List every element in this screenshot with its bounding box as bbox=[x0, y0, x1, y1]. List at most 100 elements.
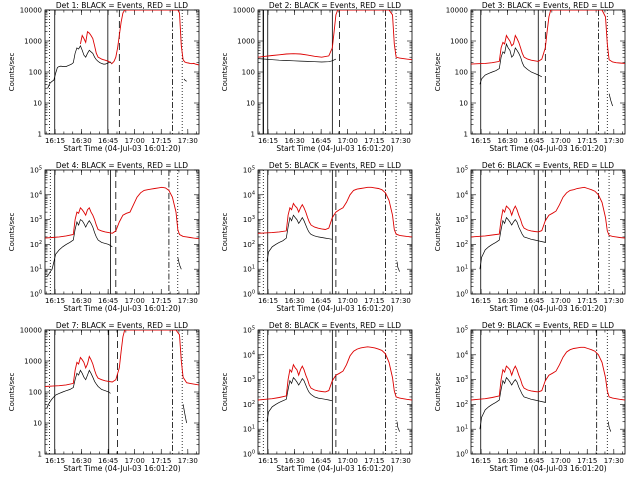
detector-panel: 1 10 100 1000 10000 16:15 16:30 16:45 17:00 17:15… bbox=[8, 1, 200, 153]
x-tick-label: 16:15 bbox=[258, 137, 278, 145]
x-tick-label: 16:30 bbox=[284, 297, 304, 305]
x-tick-label: 16:45 bbox=[98, 457, 118, 465]
x-tick-label: 16:30 bbox=[497, 457, 517, 465]
y-tick-label: 10000 bbox=[20, 327, 42, 335]
detector-panel: 1 10 100 1000 10000 16:15 16:30 16:45 17:00 17:15… bbox=[221, 1, 413, 153]
detector-panel: 1 10 100 1000 10000 16:15 16:30 16:45 17:00 17:15… bbox=[8, 321, 200, 473]
x-axis-label: Start Time (04-Jul-03 16:01:20) bbox=[63, 464, 180, 473]
events-series-line bbox=[46, 219, 113, 277]
x-tick-label: 17:00 bbox=[551, 137, 571, 145]
lld-series-line bbox=[471, 10, 625, 65]
panel-title: Det 3: BLACK = Events, RED = LLD bbox=[482, 1, 614, 10]
x-tick-label: 17:15 bbox=[151, 457, 171, 465]
events-series-line bbox=[177, 257, 182, 270]
events-series-line bbox=[46, 369, 111, 409]
x-tick-label: 16:45 bbox=[98, 137, 118, 145]
y-tick-label: 10 bbox=[33, 100, 42, 108]
events-series-line bbox=[266, 376, 333, 422]
events-series-line bbox=[182, 404, 187, 424]
y-tick-label: 1000 bbox=[237, 38, 255, 46]
x-axis-label: Start Time (04-Jul-03 16:01:20) bbox=[63, 144, 180, 153]
y-tick-label: 104 bbox=[30, 190, 42, 199]
y-tick-label: 102 bbox=[456, 400, 468, 409]
plot-frame bbox=[44, 169, 200, 295]
x-tick-label: 16:30 bbox=[284, 457, 304, 465]
plot-frame bbox=[257, 169, 413, 295]
x-tick-label: 16:45 bbox=[524, 457, 544, 465]
y-tick-label: 105 bbox=[456, 166, 468, 175]
y-tick-label: 101 bbox=[243, 265, 255, 274]
y-tick-label: 1 bbox=[464, 131, 468, 139]
y-tick-label: 100 bbox=[243, 290, 255, 299]
y-tick-label: 102 bbox=[243, 240, 255, 249]
x-tick-label: 16:45 bbox=[311, 297, 331, 305]
y-tick-label: 105 bbox=[30, 166, 42, 175]
x-tick-label: 16:45 bbox=[524, 297, 544, 305]
events-series-line bbox=[479, 42, 542, 85]
y-tick-label: 10 bbox=[459, 100, 468, 108]
y-axis-label: Counts/sec bbox=[221, 53, 229, 92]
y-tick-label: 104 bbox=[456, 350, 468, 359]
x-tick-label: 17:30 bbox=[604, 297, 624, 305]
y-tick-label: 100 bbox=[243, 450, 255, 459]
x-tick-label: 16:15 bbox=[45, 457, 65, 465]
y-tick-label: 1 bbox=[251, 131, 255, 139]
panel-title: Det 2: BLACK = Events, RED = LLD bbox=[269, 1, 401, 10]
lld-series-line bbox=[258, 346, 412, 401]
y-axis-label: Counts/sec bbox=[221, 213, 229, 252]
y-tick-label: 103 bbox=[456, 375, 468, 384]
x-axis-label: Start Time (04-Jul-03 16:01:20) bbox=[276, 304, 393, 313]
x-tick-label: 16:30 bbox=[497, 137, 517, 145]
events-series-line bbox=[608, 93, 613, 107]
panel-title: Det 6: BLACK = Events, RED = LLD bbox=[482, 161, 614, 170]
lld-series-line bbox=[45, 186, 199, 240]
lld-series-line bbox=[471, 186, 625, 239]
lld-series-line bbox=[258, 186, 412, 238]
events-series-line bbox=[479, 216, 546, 270]
y-axis-label: Counts/sec bbox=[434, 373, 442, 412]
y-tick-label: 1000 bbox=[450, 38, 468, 46]
x-tick-label: 17:30 bbox=[178, 297, 198, 305]
x-tick-label: 16:15 bbox=[258, 457, 278, 465]
panel-title: Det 7: BLACK = Events, RED = LLD bbox=[56, 321, 188, 330]
y-tick-label: 10 bbox=[246, 100, 255, 108]
y-tick-label: 104 bbox=[243, 190, 255, 199]
y-axis-label: Counts/sec bbox=[8, 53, 16, 92]
plot-frame bbox=[44, 329, 200, 455]
y-tick-label: 1000 bbox=[24, 38, 42, 46]
y-tick-label: 103 bbox=[456, 215, 468, 224]
y-tick-label: 104 bbox=[456, 190, 468, 199]
lld-series-line bbox=[258, 10, 412, 61]
y-tick-label: 100 bbox=[456, 450, 468, 459]
y-tick-label: 101 bbox=[30, 265, 42, 274]
y-tick-label: 103 bbox=[243, 215, 255, 224]
y-tick-label: 100 bbox=[242, 69, 255, 77]
lld-series-line bbox=[111, 10, 199, 66]
x-tick-label: 17:15 bbox=[364, 297, 384, 305]
x-tick-label: 17:15 bbox=[364, 457, 384, 465]
x-tick-label: 17:30 bbox=[391, 457, 411, 465]
x-tick-label: 16:30 bbox=[71, 297, 91, 305]
y-tick-label: 10 bbox=[33, 420, 42, 428]
x-axis-label: Start Time (04-Jul-03 16:01:20) bbox=[489, 144, 606, 153]
detector-panel: 1 10 100 1000 10000 16:15 16:30 16:45 17:00 17:15… bbox=[434, 1, 626, 153]
x-axis-label: Start Time (04-Jul-03 16:01:20) bbox=[489, 464, 606, 473]
x-tick-label: 17:00 bbox=[125, 457, 145, 465]
y-axis-label: Counts/sec bbox=[434, 53, 442, 92]
x-tick-label: 16:30 bbox=[284, 137, 304, 145]
x-tick-label: 16:30 bbox=[497, 297, 517, 305]
y-tick-label: 104 bbox=[243, 350, 255, 359]
events-series-line bbox=[183, 78, 187, 82]
events-series-line bbox=[396, 421, 400, 432]
x-tick-label: 17:15 bbox=[364, 137, 384, 145]
panel-title: Det 1: BLACK = Events, RED = LLD bbox=[56, 1, 188, 10]
plot-frame bbox=[44, 9, 200, 135]
plot-frame bbox=[257, 9, 413, 135]
x-tick-label: 16:30 bbox=[71, 137, 91, 145]
x-tick-label: 17:15 bbox=[151, 137, 171, 145]
events-series-line bbox=[258, 58, 337, 63]
y-tick-label: 102 bbox=[30, 240, 42, 249]
y-axis-label: Counts/sec bbox=[221, 373, 229, 412]
